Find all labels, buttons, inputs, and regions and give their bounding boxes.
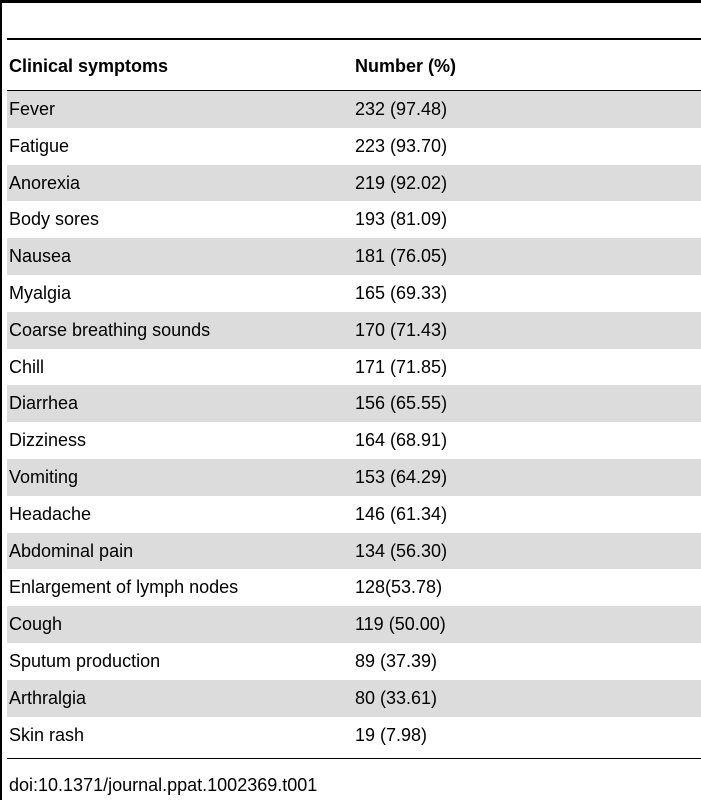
table-row: Abdominal pain 134 (56.30) — [7, 532, 701, 570]
symptom-cell: Vomiting — [9, 466, 79, 487]
top-border-rule — [0, 0, 701, 3]
header-clinical-symptoms: Clinical symptoms — [9, 56, 169, 76]
number-cell: 223 (93.70) — [355, 135, 448, 156]
number-cell: 165 (69.33) — [355, 282, 448, 303]
number-cell: 153 (64.29) — [355, 466, 448, 487]
number-cell: 171 (71.85) — [355, 356, 448, 377]
symptom-cell: Body sores — [9, 209, 100, 230]
table-row: Nausea 181 (76.05) — [7, 238, 701, 275]
header-top-rule — [7, 38, 701, 40]
header-number-percent: Number (%) — [355, 56, 457, 76]
table-row: Fatigue 223 (93.70) — [7, 128, 701, 165]
table-row: Headache 146 (61.34) — [7, 496, 701, 533]
symptom-cell: Anorexia — [9, 172, 81, 193]
number-cell: 134 (56.30) — [355, 540, 448, 561]
number-cell: 164 (68.91) — [355, 430, 448, 451]
header-bottom-rule — [7, 90, 701, 91]
symptom-cell: Enlargement of lymph nodes — [9, 577, 239, 598]
symptom-cell: Diarrhea — [9, 393, 79, 414]
number-cell: 170 (71.43) — [355, 319, 448, 340]
number-cell: 80 (33.61) — [355, 687, 438, 708]
table-body: Fever 232 (97.48) Fatigue 223 (93.70) An… — [7, 91, 701, 753]
symptom-cell: Nausea — [9, 246, 72, 267]
table-row: Sputum production 89 (37.39) — [7, 643, 701, 680]
table-row: Fever 232 (97.48) — [7, 91, 701, 128]
table-row: Coarse breathing sounds 170 (71.43) — [7, 311, 701, 349]
number-cell: 89 (37.39) — [355, 650, 438, 671]
doi-caption: doi:10.1371/journal.ppat.1002369.t001 — [9, 775, 318, 795]
symptom-cell: Chill — [9, 356, 45, 377]
symptom-cell: Skin rash — [9, 724, 85, 745]
number-cell: 146 (61.34) — [355, 503, 448, 524]
table-row: Cough 119 (50.00) — [7, 606, 701, 643]
symptom-cell: Coarse breathing sounds — [9, 319, 211, 340]
table-row: Vomiting 153 (64.29) — [7, 458, 701, 496]
number-cell: 156 (65.55) — [355, 393, 448, 414]
number-cell: 219 (92.02) — [355, 172, 448, 193]
symptom-cell: Headache — [9, 503, 92, 524]
number-cell: 193 (81.09) — [355, 209, 448, 230]
table-header-row: Clinical symptoms Number (%) — [0, 39, 701, 90]
symptom-cell: Dizziness — [9, 430, 87, 451]
table-row: Body sores 193 (81.09) — [7, 201, 701, 238]
number-cell: 181 (76.05) — [355, 246, 448, 267]
number-cell: 19 (7.98) — [355, 724, 428, 745]
symptom-cell: Abdominal pain — [9, 540, 134, 561]
symptom-cell: Fever — [9, 99, 56, 119]
table-bottom-rule — [7, 758, 701, 759]
table-row: Anorexia 219 (92.02) — [7, 164, 701, 202]
symptom-cell: Fatigue — [9, 135, 70, 156]
number-cell: 119 (50.00) — [355, 614, 446, 635]
symptom-cell: Myalgia — [9, 282, 72, 303]
table-row: Diarrhea 156 (65.55) — [7, 385, 701, 423]
symptom-cell: Sputum production — [9, 650, 161, 671]
table-row: Myalgia 165 (69.33) — [7, 275, 701, 312]
table-row: Arthralgia 80 (33.61) — [7, 679, 701, 717]
number-cell: 232 (97.48) — [355, 99, 448, 119]
number-cell: 128(53.78) — [355, 577, 443, 598]
table-row: Chill 171 (71.85) — [7, 349, 701, 386]
symptom-cell: Arthralgia — [9, 687, 87, 708]
table-row: Enlargement of lymph nodes 128(53.78) — [7, 569, 701, 606]
symptom-cell: Cough — [9, 614, 63, 635]
left-border-rule — [0, 0, 2, 800]
table-row: Dizziness 164 (68.91) — [7, 422, 701, 459]
table-row: Skin rash 19 (7.98) — [7, 717, 701, 754]
